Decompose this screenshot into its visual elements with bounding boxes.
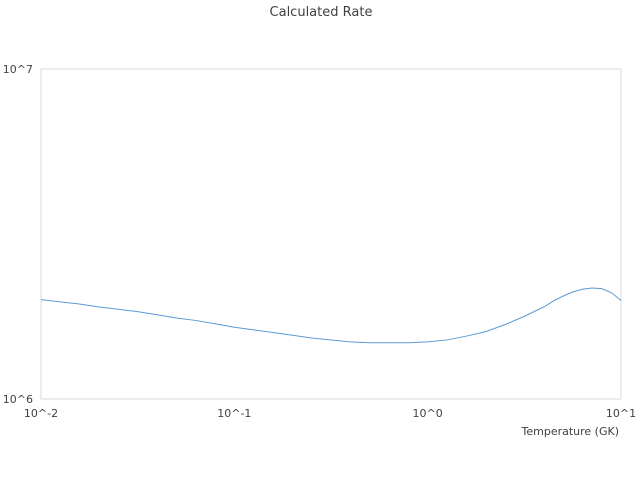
series-points: [40, 287, 621, 343]
data-point: [427, 341, 428, 342]
data-point: [601, 288, 602, 289]
data-point: [485, 331, 486, 332]
y-tick-label: 10^6: [3, 393, 33, 406]
data-point: [446, 339, 447, 340]
data-point: [99, 306, 100, 307]
data-point: [214, 323, 215, 324]
data-point: [543, 306, 544, 307]
data-point: [350, 341, 351, 342]
data-point: [137, 311, 138, 312]
x-tick-label: 10^-2: [24, 407, 58, 420]
plot-area-frame: [40, 68, 622, 400]
x-tick-label: 10^-1: [217, 407, 251, 420]
data-point: [79, 303, 80, 304]
data-point: [369, 342, 370, 343]
data-point: [524, 316, 525, 317]
data-point: [176, 317, 177, 318]
data-point: [234, 327, 235, 328]
data-point: [591, 287, 592, 288]
data-point: [611, 292, 612, 293]
x-axis-ticks: 10^-2 10^-1 10^0 10^1: [24, 407, 636, 420]
data-point: [582, 289, 583, 290]
x-axis-label: Temperature (GK): [521, 425, 620, 438]
data-point: [40, 299, 41, 300]
x-tick-label: 10^0: [413, 407, 443, 420]
data-point: [388, 342, 389, 343]
data-point: [156, 314, 157, 315]
data-point: [60, 301, 61, 302]
data-point: [253, 329, 254, 330]
data-point: [553, 301, 554, 302]
data-point: [330, 339, 331, 340]
data-point: [195, 320, 196, 321]
data-point: [408, 342, 409, 343]
data-point: [620, 300, 621, 301]
data-point: [272, 332, 273, 333]
y-axis-ticks: 10^6 10^7: [3, 63, 33, 406]
data-point: [504, 324, 505, 325]
chart-title: Calculated Rate: [270, 5, 373, 20]
data-point: [562, 296, 563, 297]
data-point: [292, 335, 293, 336]
y-tick-label: 10^7: [3, 63, 33, 76]
data-point: [118, 309, 119, 310]
data-point: [465, 336, 466, 337]
data-point: [311, 337, 312, 338]
x-tick-label: 10^1: [606, 407, 636, 420]
series-line: [40, 287, 622, 344]
data-point: [572, 291, 573, 292]
